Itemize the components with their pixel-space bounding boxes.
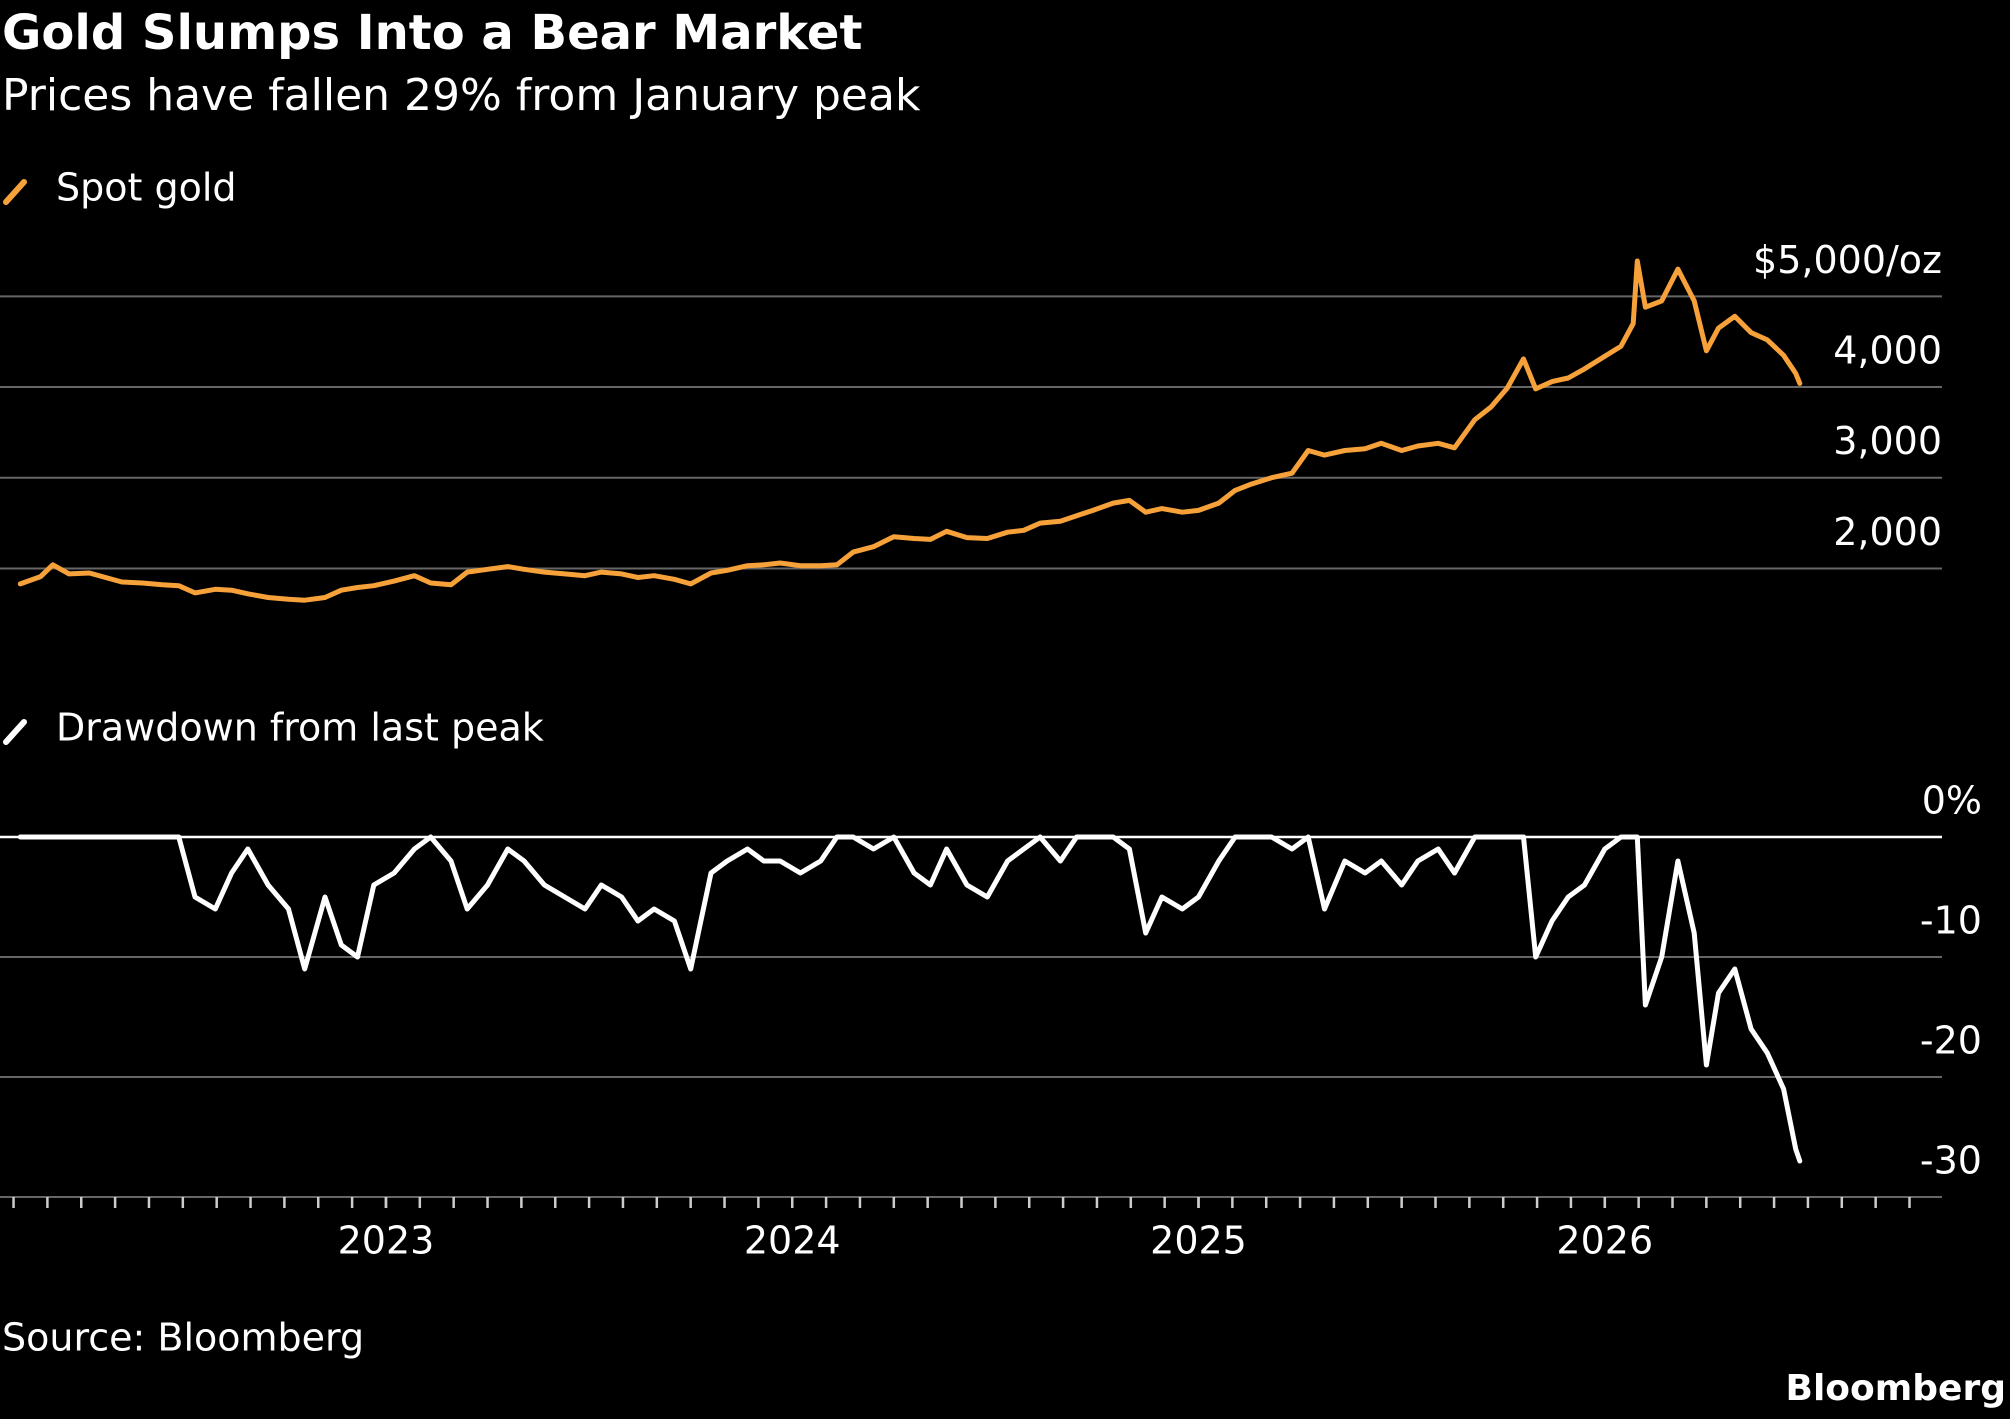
- y-tick-label: -20: [1920, 1019, 1982, 1063]
- legend-label: Spot gold: [56, 166, 237, 210]
- x-tick-label: 2025: [1150, 1219, 1247, 1263]
- line-series: [17, 258, 1803, 603]
- y-tick-label: 4,000: [1833, 329, 1942, 373]
- brand: Bloomberg: [1786, 1368, 2006, 1409]
- chart-title: Gold Slumps Into a Bear Market: [2, 5, 862, 61]
- legend-label: Drawdown from last peak: [56, 706, 544, 750]
- legend-swatch: [3, 179, 27, 205]
- y-tick-label: 3,000: [1833, 419, 1942, 463]
- x-tick-label: 2024: [744, 1219, 841, 1263]
- source: Source: Bloomberg: [2, 1316, 364, 1360]
- y-tick-label: 2,000: [1833, 510, 1942, 554]
- y-tick-label: -10: [1920, 899, 1982, 943]
- y-tick-label: -30: [1920, 1139, 1982, 1183]
- x-tick-label: 2023: [338, 1219, 435, 1263]
- legend-swatch: [3, 719, 27, 745]
- y-tick-label: 0%: [1922, 779, 1982, 823]
- x-tick-label: 2026: [1556, 1219, 1653, 1263]
- y-tick-label: $5,000/oz: [1753, 238, 1942, 282]
- line-series: [17, 834, 1803, 1164]
- chart-subtitle: Prices have fallen 29% from January peak: [2, 70, 921, 121]
